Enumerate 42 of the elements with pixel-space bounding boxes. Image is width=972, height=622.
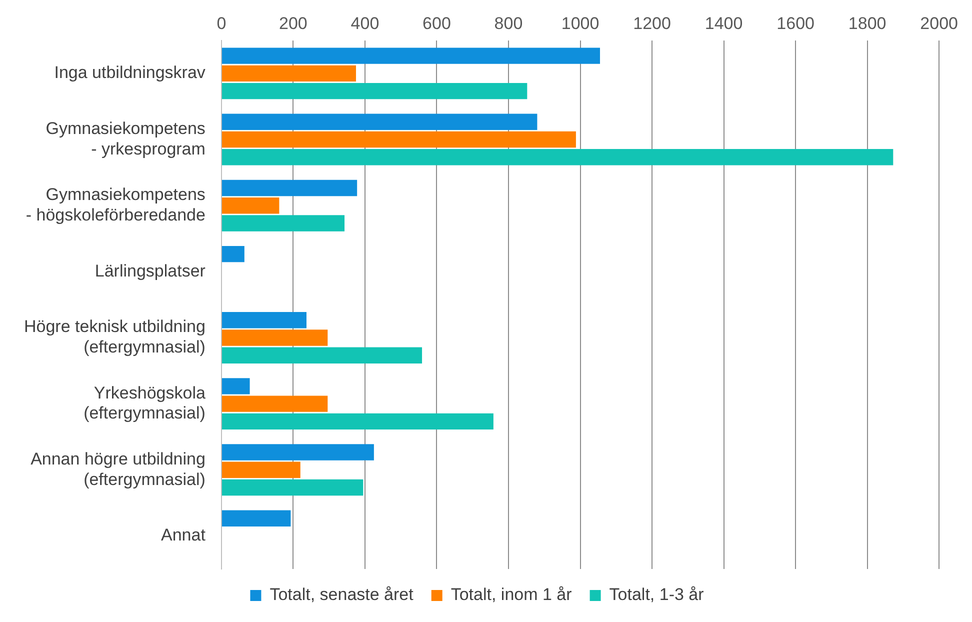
y-tick-label: Gymnasiekompetens - yrkesprogram — [46, 119, 206, 158]
bar — [222, 215, 345, 232]
bar — [222, 396, 328, 412]
x-tick-label: 1600 — [776, 14, 814, 33]
bar — [222, 82, 528, 100]
x-tick-label: 200 — [279, 14, 308, 33]
y-tick-label: Inga utbildningskrav — [54, 63, 206, 82]
y-tick-label: Annat — [161, 526, 206, 545]
x-tick-label: 600 — [422, 14, 451, 33]
legend-label: Totalt, senaste året — [270, 585, 414, 604]
y-tick-label: Yrkeshögskola (eftergymnasial) — [84, 383, 206, 423]
x-tick-label: 1400 — [704, 14, 743, 33]
bar — [222, 246, 244, 262]
legend-label: Totalt, 1-3 år — [609, 585, 704, 604]
x-tick-label: 400 — [350, 14, 380, 33]
bar — [222, 65, 356, 82]
bar — [222, 48, 600, 64]
x-tick-label: 2000 — [920, 14, 958, 33]
y-tick-label: Lärlingsplatser — [94, 261, 206, 280]
bar — [222, 378, 250, 394]
x-tick-label: 1800 — [848, 14, 886, 33]
bar — [222, 510, 291, 526]
bar — [222, 444, 374, 460]
bar — [222, 479, 364, 496]
bar — [222, 180, 358, 196]
bar — [222, 197, 280, 214]
y-tick-label: Annan högre utbildning (eftergymnasial) — [30, 449, 206, 489]
bar — [222, 149, 894, 166]
bar — [222, 330, 328, 346]
bar — [222, 413, 494, 430]
x-tick-label: 1000 — [561, 14, 600, 33]
bar — [222, 131, 576, 148]
x-tick-label: 0 — [216, 14, 226, 33]
y-tick-label: Högre teknisk utbildning (eftergymnasial) — [24, 317, 206, 357]
bar — [222, 347, 422, 364]
x-tick-label: 800 — [494, 14, 523, 33]
x-tick-label: 1200 — [633, 14, 671, 33]
bar — [222, 462, 300, 478]
y-tick-label: Gymnasiekompetens - högskoleförberedande — [26, 185, 206, 224]
bar — [222, 312, 306, 328]
legend-label: Totalt, inom 1 år — [450, 585, 572, 604]
bar — [222, 114, 538, 130]
